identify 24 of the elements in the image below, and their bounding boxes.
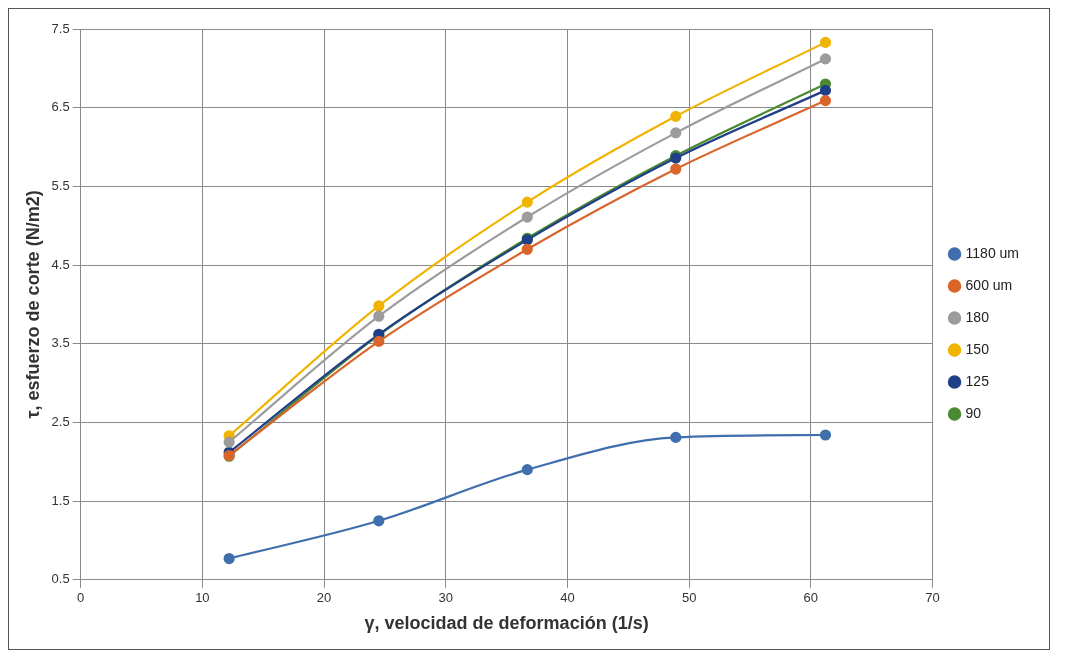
- y-tick-label: 6.5: [51, 99, 70, 115]
- legend-label: 1180 um: [965, 244, 1020, 261]
- legend-label: 600 um: [965, 276, 1013, 293]
- y-axis-title: τ, esfuerzo de corte (N/m2): [22, 190, 43, 419]
- y-tick-label: 0.5: [51, 571, 70, 587]
- x-tick-label: 60: [803, 590, 819, 606]
- x-tick-label: 70: [925, 590, 940, 606]
- legend-label: 180: [965, 308, 990, 325]
- x-tick-label: 40: [560, 590, 575, 606]
- y-tick-label: 1.5: [51, 492, 70, 508]
- x-tick-label: 30: [438, 590, 453, 606]
- y-tick-label: 3.5: [51, 335, 70, 351]
- x-tick-label: 20: [316, 590, 332, 606]
- x-tick-label: 50: [681, 590, 697, 606]
- legend-label: 150: [965, 340, 990, 357]
- legend-label: 125: [965, 372, 990, 389]
- x-axis-title: γ, velocidad de deformación (1/s): [364, 613, 649, 634]
- y-tick-label: 7.5: [51, 20, 70, 36]
- y-tick-label: 5.5: [51, 177, 70, 193]
- y-tick-label: 4.5: [51, 256, 70, 272]
- y-tick-label: 2.5: [51, 414, 70, 430]
- x-tick-label: 0: [77, 590, 85, 606]
- legend-label: 90: [965, 404, 982, 421]
- x-tick-label: 10: [195, 590, 210, 606]
